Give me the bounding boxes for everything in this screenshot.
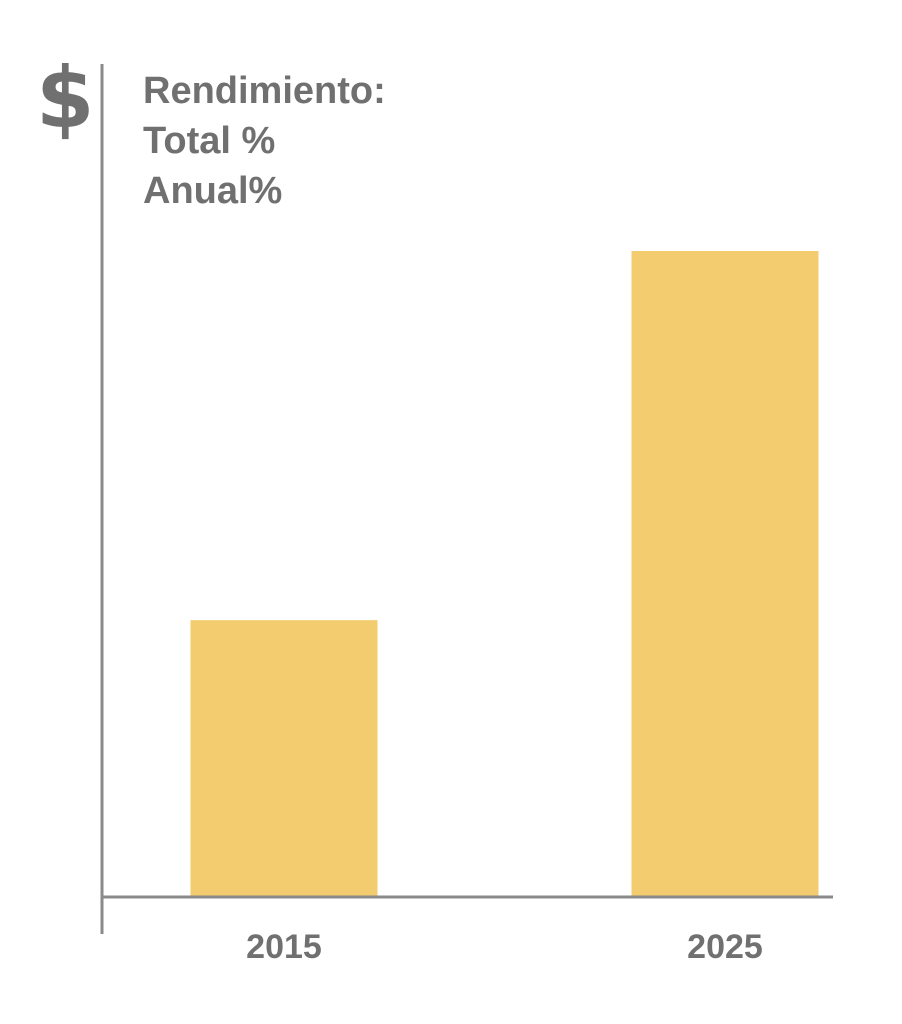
title-line-1: Rendimiento: bbox=[143, 70, 386, 112]
bar-2015 bbox=[190, 620, 378, 897]
title-line-3: Anual% bbox=[143, 170, 283, 212]
chart-title: Rendimiento: Total % Anual% bbox=[143, 66, 386, 216]
x-tick-label-2015: 2015 bbox=[246, 928, 322, 966]
x-tick-label-2025: 2025 bbox=[687, 928, 763, 966]
y-axis-dollar-symbol: $ bbox=[36, 49, 95, 147]
title-line-2: Total % bbox=[143, 120, 276, 162]
bar-2025 bbox=[631, 251, 819, 897]
